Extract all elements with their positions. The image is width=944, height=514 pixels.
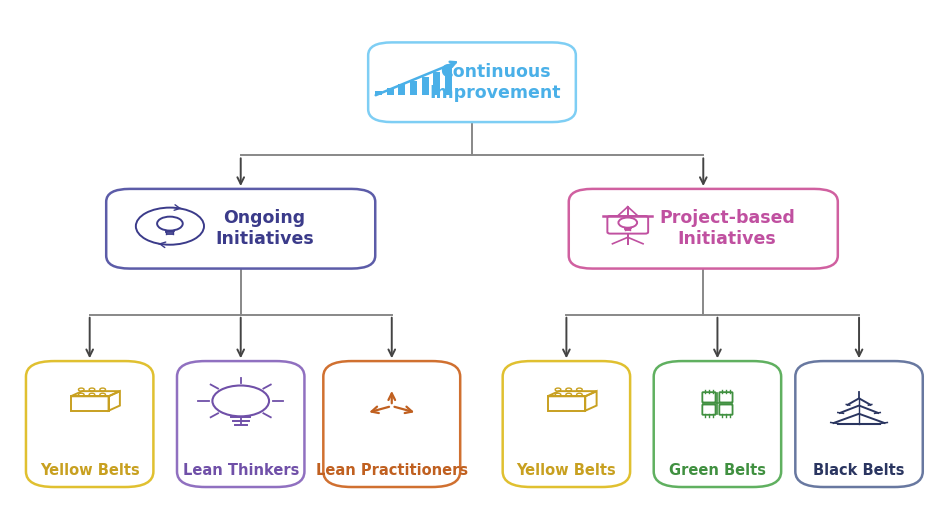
Text: Yellow Belts: Yellow Belts [40,463,140,478]
FancyBboxPatch shape [323,361,460,487]
FancyBboxPatch shape [502,361,631,487]
Bar [422,77,429,95]
Bar [433,72,440,95]
Text: Continuous
Improvement: Continuous Improvement [430,63,562,102]
FancyBboxPatch shape [368,43,576,122]
Text: Project-based
Initiatives: Project-based Initiatives [659,209,795,248]
Text: Black Belts: Black Belts [814,463,904,478]
FancyBboxPatch shape [568,189,838,268]
Bar [410,81,417,95]
Bar [387,88,394,95]
Bar [445,66,452,95]
Text: Yellow Belts: Yellow Belts [516,463,616,478]
Text: Lean Practitioners: Lean Practitioners [315,463,468,478]
Text: Green Belts: Green Belts [669,463,766,478]
FancyBboxPatch shape [177,361,304,487]
Text: Ongoing
Initiatives: Ongoing Initiatives [215,209,313,248]
Text: Lean Thinkers: Lean Thinkers [182,463,299,478]
FancyBboxPatch shape [653,361,782,487]
Bar [398,84,405,95]
FancyBboxPatch shape [795,361,923,487]
FancyBboxPatch shape [25,361,153,487]
FancyBboxPatch shape [107,189,375,268]
Bar [375,91,382,95]
